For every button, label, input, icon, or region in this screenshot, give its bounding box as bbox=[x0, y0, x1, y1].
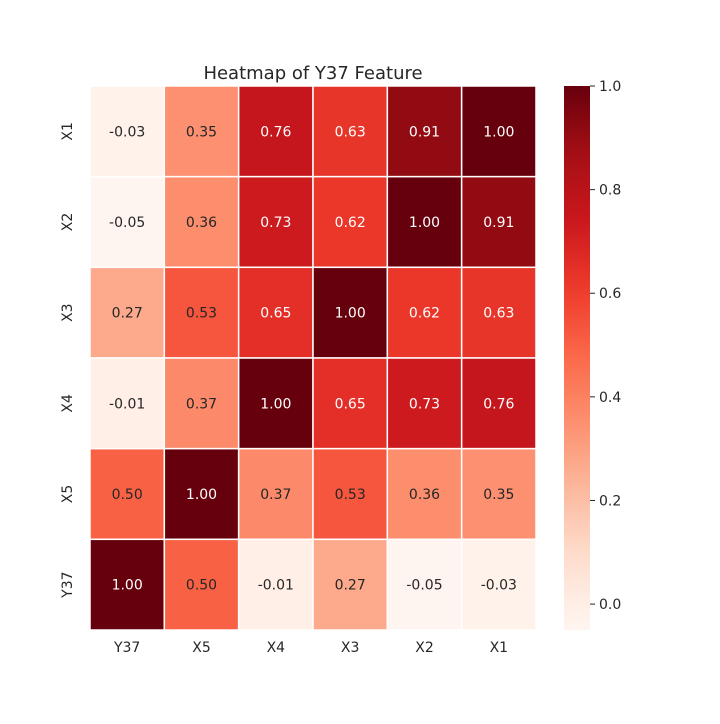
cell-value-label: 0.27 bbox=[335, 578, 366, 594]
heatmap-cell-x1-y37 bbox=[89, 85, 166, 178]
heatmap-cell-x3-x1 bbox=[460, 266, 537, 359]
cell-value-label: 0.35 bbox=[483, 487, 514, 503]
heatmap-cell-x5-y37 bbox=[89, 447, 166, 541]
cell-value-label: 0.50 bbox=[112, 487, 143, 503]
colorbar-tick-label: 0.8 bbox=[599, 183, 621, 199]
cell-value-label: -0.01 bbox=[258, 578, 294, 594]
cell-value-label: 0.76 bbox=[483, 396, 514, 412]
heatmap-cell-x5-x1 bbox=[460, 447, 537, 541]
heatmap-cell-x1-x4 bbox=[237, 85, 314, 178]
colorbar-tick-label: 0.2 bbox=[599, 493, 621, 509]
x-tick-label-y37: Y37 bbox=[113, 640, 140, 656]
y-tick-label-y37: Y37 bbox=[60, 571, 76, 598]
x-axis-tick-labels: Y37 X5 X4 X3 X2 X1 bbox=[113, 640, 508, 656]
heatmap-cell-x3-x5 bbox=[163, 266, 240, 359]
chart-title: Heatmap of Y37 Feature bbox=[203, 63, 422, 84]
cell-value-label: -0.03 bbox=[109, 124, 145, 140]
cell-value-label: 0.53 bbox=[335, 487, 366, 503]
colorbar-tick-label: 1.0 bbox=[599, 79, 621, 95]
colorbar-tick-label: 0.4 bbox=[599, 390, 621, 406]
cell-value-label: 1.00 bbox=[260, 396, 291, 412]
heatmap-cell-x4-x4 bbox=[237, 357, 314, 450]
x-tick-label-x5: X5 bbox=[192, 640, 211, 656]
heatmap-cell-y37-x1 bbox=[460, 538, 537, 631]
heatmap-cell-x1-x5 bbox=[163, 85, 240, 178]
heatmap-cell-x3-x2 bbox=[386, 266, 463, 359]
cell-value-label: 1.00 bbox=[112, 578, 143, 594]
y-tick-label-x4: X4 bbox=[60, 394, 76, 413]
cell-value-label: 0.62 bbox=[335, 215, 366, 231]
heatmap-cell-x2-x1 bbox=[460, 175, 537, 269]
cell-value-label: 0.27 bbox=[112, 306, 143, 322]
heatmap-cell-x3-x3 bbox=[312, 266, 389, 359]
heatmap-cell-x4-y37 bbox=[89, 357, 166, 450]
cell-value-label: 0.91 bbox=[483, 215, 514, 231]
colorbar: 0.0 0.2 0.4 0.6 0.8 1.0 bbox=[564, 79, 621, 630]
cell-value-label: 0.91 bbox=[409, 124, 440, 140]
y-tick-label-x1: X1 bbox=[60, 122, 76, 141]
cell-value-label: 0.63 bbox=[335, 124, 366, 140]
colorbar-tick-label: 0.0 bbox=[599, 597, 621, 613]
x-tick-label-x4: X4 bbox=[267, 640, 286, 656]
cell-value-label: 0.73 bbox=[260, 215, 291, 231]
cell-value-label: 0.35 bbox=[186, 124, 217, 140]
cell-value-label: -0.03 bbox=[481, 578, 517, 594]
heatmap-cell-x1-x1 bbox=[460, 85, 537, 178]
cell-value-label: 0.65 bbox=[335, 396, 366, 412]
colorbar-tick-label: 0.6 bbox=[599, 286, 621, 302]
heatmap-cell-x2-x3 bbox=[312, 175, 389, 269]
colorbar-gradient bbox=[564, 86, 590, 630]
x-tick-label-x1: X1 bbox=[490, 640, 509, 656]
x-tick-label-x2: X2 bbox=[415, 640, 434, 656]
heatmap-cell-x2-x5 bbox=[163, 175, 240, 269]
cell-value-label: 0.65 bbox=[260, 306, 291, 322]
cell-value-label: -0.05 bbox=[406, 578, 442, 594]
cell-value-label: 0.37 bbox=[260, 487, 291, 503]
heatmap-cell-x5-x2 bbox=[386, 447, 463, 541]
cell-value-label: 0.63 bbox=[483, 306, 514, 322]
heatmap-cell-x5-x4 bbox=[237, 447, 314, 541]
heatmap-cell-x4-x3 bbox=[312, 357, 389, 450]
y-tick-label-x5: X5 bbox=[60, 485, 76, 504]
cell-value-label: 1.00 bbox=[335, 306, 366, 322]
cell-value-label: 1.00 bbox=[409, 215, 440, 231]
cell-value-label: 0.53 bbox=[186, 306, 217, 322]
cell-value-label: -0.01 bbox=[109, 396, 145, 412]
y-tick-label-x3: X3 bbox=[60, 303, 76, 322]
cell-value-label: 0.37 bbox=[186, 396, 217, 412]
cell-value-label: 0.62 bbox=[409, 306, 440, 322]
heatmap-cell-y37-x3 bbox=[312, 538, 389, 631]
heatmap-cell-x5-x3 bbox=[312, 447, 389, 541]
heatmap-cell-y37-x2 bbox=[386, 538, 463, 631]
cell-value-label: 0.36 bbox=[186, 215, 217, 231]
cell-value-label: -0.05 bbox=[109, 215, 145, 231]
cell-value-label: 0.73 bbox=[409, 396, 440, 412]
cell-value-label: 1.00 bbox=[186, 487, 217, 503]
heatmap-cell-y37-y37 bbox=[89, 538, 166, 631]
x-tick-label-x3: X3 bbox=[341, 640, 360, 656]
y-axis-tick-labels: X1 X2 X3 X4 X5 Y37 bbox=[60, 122, 76, 599]
cell-value-label: 0.36 bbox=[409, 487, 440, 503]
heatmap-cells: -0.03 0.35 0.76 0.63 0.91 1.00 -0.05 0.36 0.73 0.… bbox=[89, 85, 537, 631]
cell-value-label: 0.50 bbox=[186, 578, 217, 594]
heatmap-cell-x4-x1 bbox=[460, 357, 537, 450]
cell-value-label: 1.00 bbox=[483, 124, 514, 140]
y-tick-label-x2: X2 bbox=[60, 213, 76, 232]
heatmap-cell-x4-x5 bbox=[163, 357, 240, 450]
cell-value-label: 0.76 bbox=[260, 124, 291, 140]
heatmap-cell-x4-x2 bbox=[386, 357, 463, 450]
